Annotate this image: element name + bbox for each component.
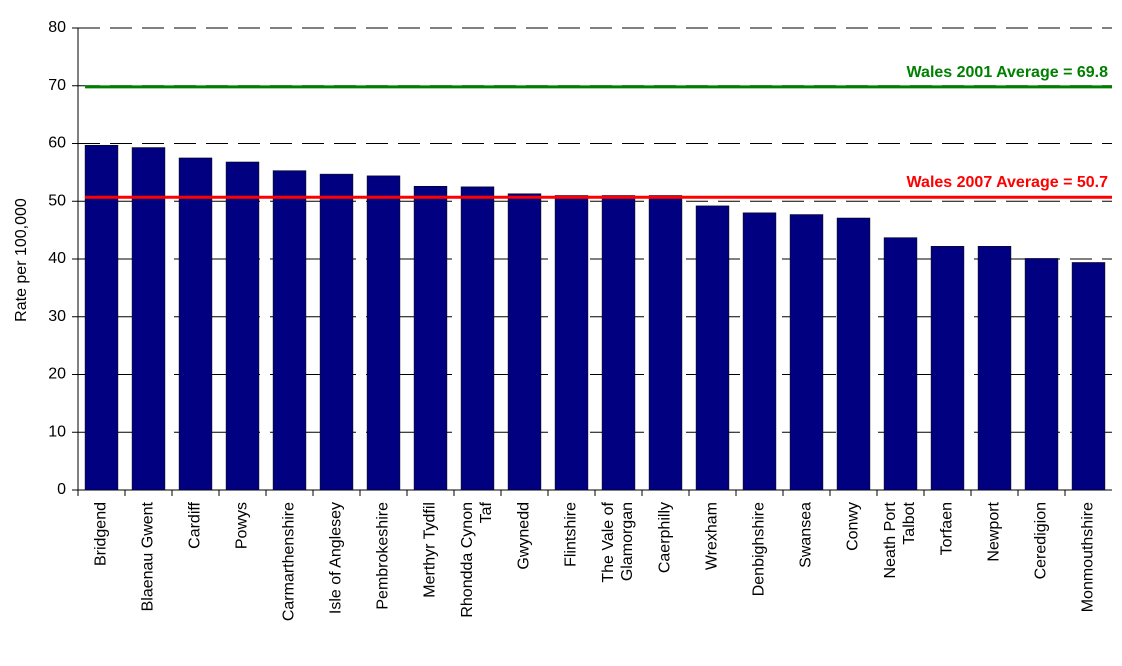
bar <box>601 195 636 491</box>
x-tick-label: Caerphilly <box>657 502 674 573</box>
bar <box>507 193 542 491</box>
x-tick-label: Rhondda Cynon Taf <box>459 501 495 617</box>
bar <box>460 186 495 491</box>
x-tick-label: The Vale of Glamorgan <box>600 501 636 582</box>
x-tick-label: Wrexham <box>704 502 721 570</box>
y-tick-label: 30 <box>48 308 66 325</box>
x-tick-label: Ceredigion <box>1033 502 1050 579</box>
y-tick-label: 20 <box>48 366 66 383</box>
x-tick-label: Blaenau Gwent <box>140 501 157 611</box>
x-tick-label: Bridgend <box>93 502 110 566</box>
bar <box>977 246 1012 491</box>
x-tick-label: Torfaen <box>939 502 956 555</box>
x-tick-label: Neath Port Talbot <box>882 501 918 578</box>
x-tick-label: Newport <box>986 501 1003 561</box>
bar <box>789 214 824 491</box>
x-tick-label: Swansea <box>798 502 815 568</box>
y-tick-label: 0 <box>57 481 66 498</box>
bar <box>554 195 589 491</box>
y-axis-label: Rate per 100,000 <box>13 198 30 322</box>
bar <box>272 170 307 491</box>
reference-label: Wales 2007 Average = 50.7 <box>907 174 1109 191</box>
x-tick-label: Flintshire <box>563 502 580 567</box>
bar <box>930 246 965 491</box>
bar <box>1071 262 1106 491</box>
x-tick-label: Conwy <box>845 502 862 551</box>
x-tick-label: Gwynedd <box>516 502 533 570</box>
bar <box>648 195 683 491</box>
bar <box>225 161 260 491</box>
x-tick-label: Monmouthshire <box>1080 502 1097 612</box>
y-tick-label: 50 <box>48 192 66 209</box>
y-tick-label: 60 <box>48 135 66 152</box>
bar <box>319 173 354 491</box>
bar <box>84 144 119 491</box>
x-tick-label: Denbighshire <box>751 502 768 596</box>
x-tick-label: Powys <box>234 502 251 549</box>
bar <box>883 237 918 491</box>
y-tick-label: 70 <box>48 77 66 94</box>
bar <box>131 147 166 491</box>
bar <box>836 217 871 491</box>
x-tick-label: Carmarthenshire <box>281 502 298 621</box>
bar <box>178 157 213 491</box>
x-tick-label: Isle of Anglesey <box>328 502 345 614</box>
bar <box>742 212 777 491</box>
x-tick-label: Cardiff <box>187 501 204 548</box>
y-tick-label: 80 <box>48 19 66 36</box>
bar <box>366 175 401 491</box>
bar <box>1024 258 1059 491</box>
x-tick-label: Pembrokeshire <box>375 502 392 610</box>
reference-label: Wales 2001 Average = 69.8 <box>907 64 1109 81</box>
bar <box>413 185 448 491</box>
bar <box>695 205 730 491</box>
y-tick-label: 40 <box>48 250 66 267</box>
y-tick-label: 10 <box>48 423 66 440</box>
x-tick-label: Merthyr Tydfil <box>422 502 439 598</box>
